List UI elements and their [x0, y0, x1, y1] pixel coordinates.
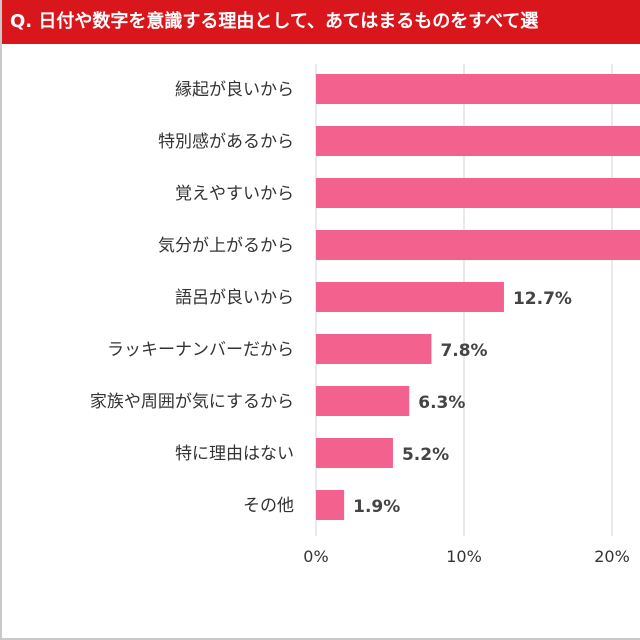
- bar: [316, 282, 504, 312]
- category-label: ラッキーナンバーだから: [107, 340, 294, 360]
- value-label: 5.2%: [402, 445, 449, 465]
- category-label: 気分が上がるから: [158, 236, 294, 256]
- x-tick-label: 20%: [594, 547, 630, 566]
- value-label: 12.7%: [513, 289, 572, 309]
- category-label: 特に理由はない: [175, 444, 294, 464]
- bar: [316, 438, 393, 468]
- value-label: 1.9%: [353, 497, 400, 517]
- category-labels: 縁起が良いから特別感があるから覚えやすいから気分が上がるから語呂が良いからラッキ…: [90, 80, 294, 516]
- value-label: 6.3%: [418, 393, 465, 413]
- bar: [316, 334, 432, 364]
- bar: [316, 126, 640, 156]
- value-label: 7.8%: [440, 341, 487, 361]
- bar: [316, 178, 640, 208]
- x-axis-ticks: 0% 10% 20%: [303, 547, 629, 566]
- category-label: 覚えやすいから: [175, 184, 294, 204]
- bar: [316, 386, 410, 416]
- category-label: 語呂が良いから: [175, 288, 294, 308]
- bar: [316, 230, 640, 260]
- bars: [316, 74, 640, 520]
- x-tick-label: 10%: [446, 547, 482, 566]
- value-labels: 112.7%7.8%6.3%5.2%1.9%: [353, 289, 572, 517]
- question-banner: Q. 日付や数字を意識する理由として、あてはまるものをすべて選: [2, 0, 640, 44]
- category-label: 特別感があるから: [158, 132, 294, 152]
- category-label: その他: [243, 496, 294, 516]
- bar: [316, 74, 640, 104]
- x-tick-label: 0%: [303, 547, 328, 566]
- category-label: 家族や周囲が気にするから: [90, 392, 294, 412]
- bar-chart: 縁起が良いから特別感があるから覚えやすいから気分が上がるから語呂が良いからラッキ…: [90, 64, 640, 566]
- category-label: 縁起が良いから: [175, 80, 294, 100]
- bar: [316, 490, 345, 520]
